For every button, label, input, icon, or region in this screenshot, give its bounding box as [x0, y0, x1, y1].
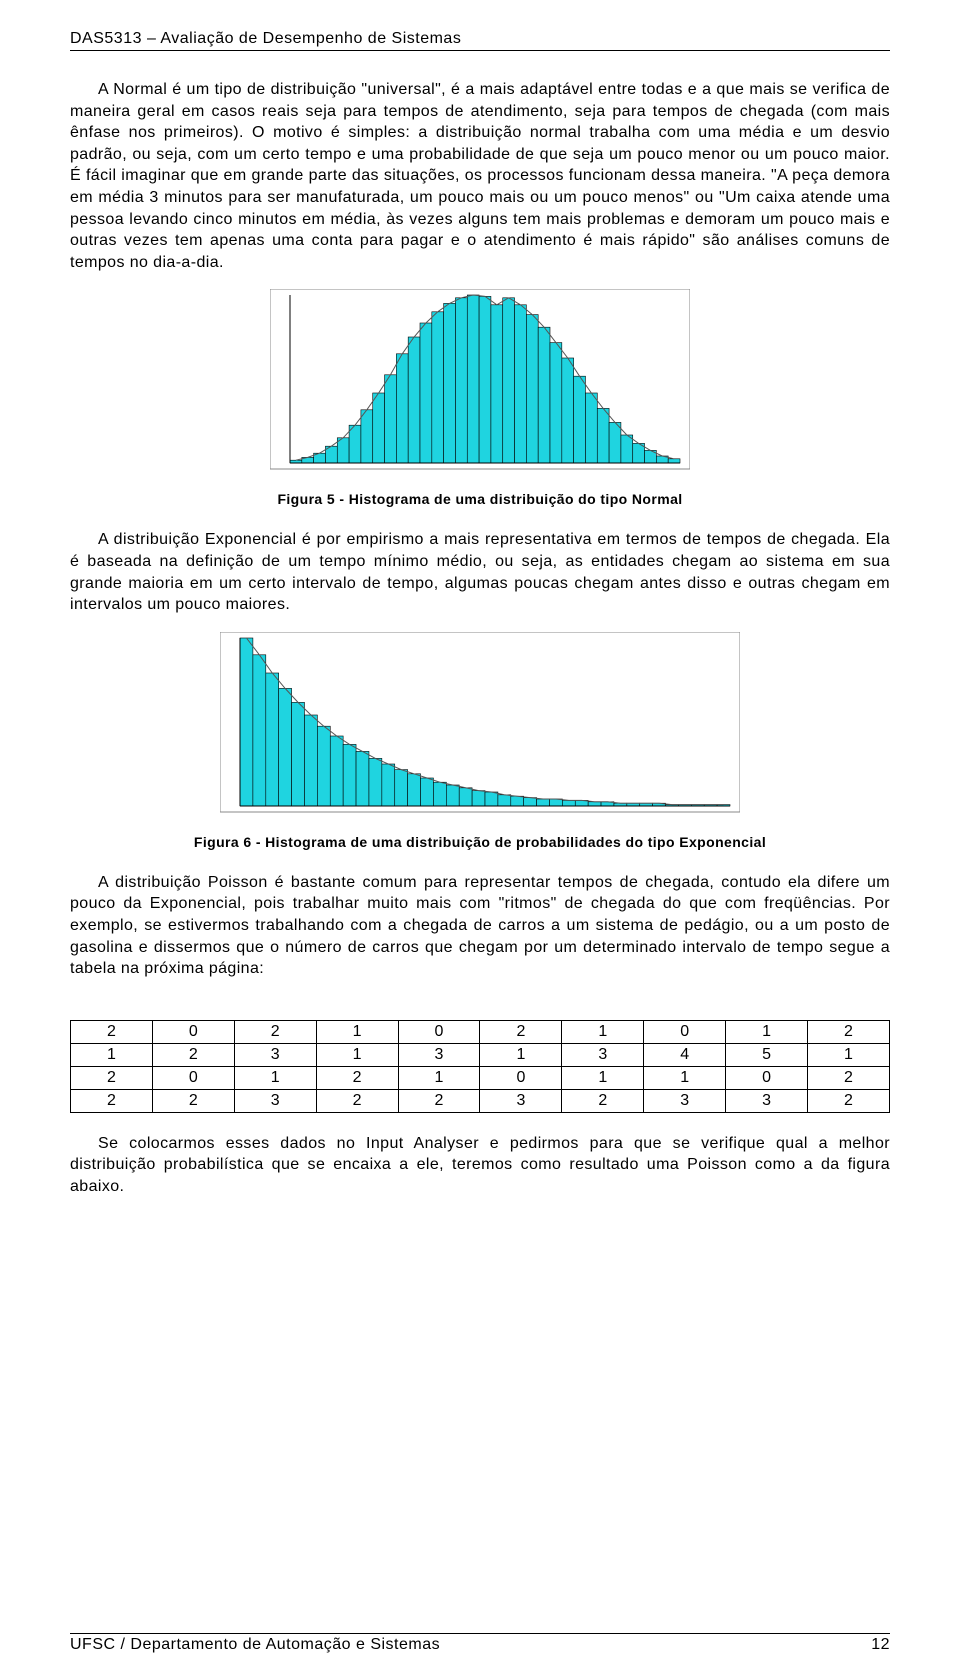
- table-cell: 1: [316, 1043, 398, 1066]
- table-cell: 1: [562, 1066, 644, 1089]
- table-cell: 3: [234, 1043, 316, 1066]
- table-cell: 1: [398, 1066, 480, 1089]
- figure-6-caption: Figura 6 - Histograma de uma distribuiçã…: [70, 834, 890, 850]
- table-cell: 1: [562, 1020, 644, 1043]
- table-row: 2012101102: [71, 1066, 890, 1089]
- figure-6: [70, 632, 890, 822]
- table-cell: 0: [480, 1066, 562, 1089]
- table-cell: 2: [562, 1089, 644, 1112]
- table-cell: 2: [234, 1020, 316, 1043]
- table-cell: 0: [398, 1020, 480, 1043]
- paragraph-input-analyser: Se colocarmos esses dados no Input Analy…: [70, 1133, 890, 1198]
- table-cell: 2: [808, 1020, 890, 1043]
- course-header: DAS5313 – Avaliação de Desempenho de Sis…: [70, 30, 890, 51]
- table-cell: 0: [644, 1020, 726, 1043]
- table-cell: 3: [644, 1089, 726, 1112]
- poisson-data-table: 2021021012123131345120121011022232232332: [70, 1020, 890, 1113]
- figure-5-chart: [270, 289, 690, 479]
- table-cell: 1: [644, 1066, 726, 1089]
- table-cell: 0: [152, 1066, 234, 1089]
- table-cell: 3: [562, 1043, 644, 1066]
- table-cell: 5: [726, 1043, 808, 1066]
- figure-6-chart: [220, 632, 740, 822]
- table-cell: 2: [480, 1020, 562, 1043]
- table-cell: 0: [152, 1020, 234, 1043]
- table-cell: 1: [71, 1043, 153, 1066]
- footer-department: UFSC / Departamento de Automação e Siste…: [70, 1636, 440, 1654]
- table-cell: 1: [234, 1066, 316, 1089]
- page-footer: UFSC / Departamento de Automação e Siste…: [70, 1633, 890, 1654]
- table-cell: 3: [480, 1089, 562, 1112]
- table-cell: 4: [644, 1043, 726, 1066]
- table-cell: 1: [316, 1020, 398, 1043]
- paragraph-poisson: A distribuição Poisson é bastante comum …: [70, 872, 890, 980]
- table-cell: 2: [71, 1066, 153, 1089]
- table-cell: 2: [316, 1089, 398, 1112]
- figure-5-caption: Figura 5 - Histograma de uma distribuiçã…: [70, 491, 890, 507]
- table-cell: 2: [152, 1089, 234, 1112]
- table-cell: 2: [71, 1020, 153, 1043]
- table-cell: 3: [726, 1089, 808, 1112]
- table-cell: 2: [398, 1089, 480, 1112]
- paragraph-exponential: A distribuição Exponencial é por empiris…: [70, 529, 890, 615]
- table-cell: 2: [152, 1043, 234, 1066]
- table-row: 2021021012: [71, 1020, 890, 1043]
- table-cell: 3: [234, 1089, 316, 1112]
- table-cell: 1: [726, 1020, 808, 1043]
- table-cell: 1: [808, 1043, 890, 1066]
- figure-5: [70, 289, 890, 479]
- page-number: 12: [871, 1636, 890, 1654]
- table-cell: 1: [480, 1043, 562, 1066]
- table-cell: 2: [808, 1066, 890, 1089]
- table-cell: 3: [398, 1043, 480, 1066]
- table-row: 2232232332: [71, 1089, 890, 1112]
- paragraph-normal: A Normal é um tipo de distribuição "univ…: [70, 79, 890, 273]
- table-cell: 2: [316, 1066, 398, 1089]
- table-row: 1231313451: [71, 1043, 890, 1066]
- table-cell: 0: [726, 1066, 808, 1089]
- table-cell: 2: [71, 1089, 153, 1112]
- table-cell: 2: [808, 1089, 890, 1112]
